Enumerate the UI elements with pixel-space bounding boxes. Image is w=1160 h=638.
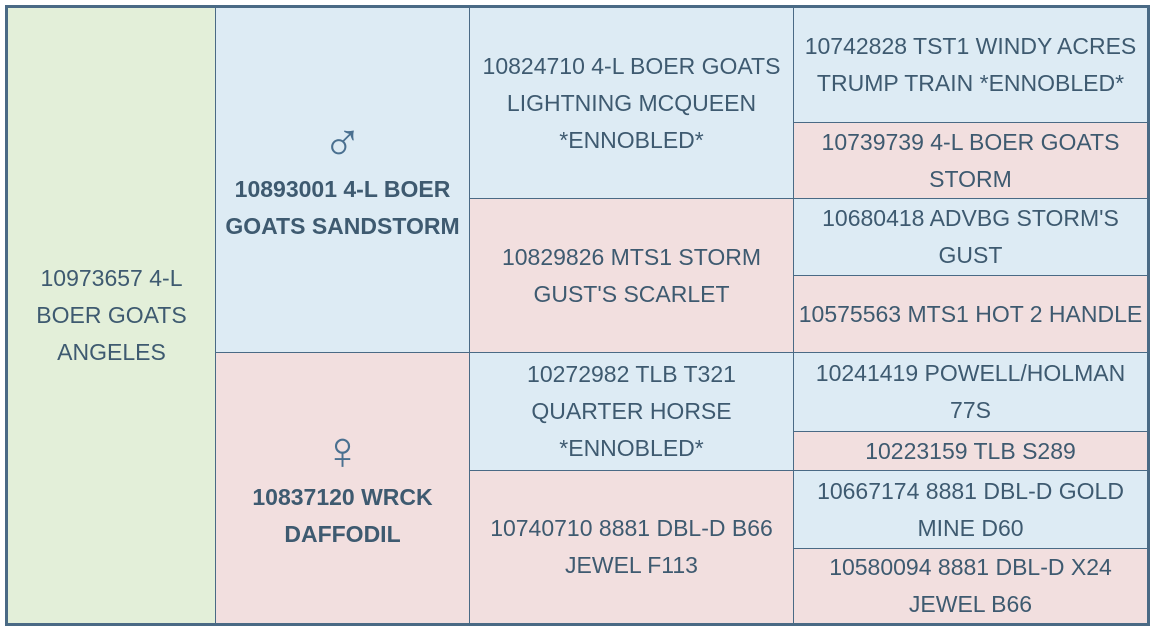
sire-name: 10893001 4-L BOER GOATS SANDSTORM (225, 176, 460, 239)
great-grandparent-name: 10739739 4-L BOER GOATS STORM (821, 128, 1120, 192)
great-grandparent-cell: 10223159 TLB S289 (793, 431, 1148, 471)
grandparent-name: 10824710 4-L BOER GOATS LIGHTNING MCQUEE… (482, 52, 781, 153)
great-grandparent-name: 10667174 8881 DBL-D GOLD MINE D60 (817, 477, 1124, 541)
grandparent-cell: 10740710 8881 DBL-D B66 JEWEL F113 (469, 470, 794, 624)
great-grandparent-name: 10580094 8881 DBL-D X24 JEWEL B66 (829, 554, 1112, 617)
sire-cell: ♂ 10893001 4-L BOER GOATS SANDSTORM (215, 7, 470, 353)
great-grandparent-name: 10742828 TST1 WINDY ACRES TRUMP TRAIN *E… (804, 33, 1137, 96)
grandparent-cell: 10272982 TLB T321 QUARTER HORSE *ENNOBLE… (469, 352, 794, 471)
great-grandparent-cell: 10667174 8881 DBL-D GOLD MINE D60 (793, 470, 1148, 549)
animal-cell: 10973657 4-L BOER GOATS ANGELES (7, 7, 216, 624)
female-symbol: ♀ (322, 421, 363, 481)
great-grandparent-name: 10223159 TLB S289 (865, 437, 1076, 464)
great-grandparent-name: 10575563 MTS1 HOT 2 HANDLE (798, 300, 1143, 327)
grandparent-cell: 10824710 4-L BOER GOATS LIGHTNING MCQUEE… (469, 7, 794, 199)
great-grandparent-name: 10680418 ADVBG STORM'S GUST (822, 205, 1119, 268)
great-grandparent-name: 10241419 POWELL/HOLMAN 77S (815, 360, 1126, 423)
pedigree: 10973657 4-L BOER GOATS ANGELES ♂ 1089300… (5, 5, 1150, 626)
great-grandparent-cell: 10739739 4-L BOER GOATS STORM (793, 122, 1148, 199)
great-grandparent-cell: 10241419 POWELL/HOLMAN 77S (793, 352, 1148, 432)
grandparent-name: 10829826 MTS1 STORM GUST'S SCARLET (501, 243, 762, 307)
grandparent-cell: 10829826 MTS1 STORM GUST'S SCARLET (469, 198, 794, 353)
great-grandparent-cell: 10680418 ADVBG STORM'S GUST (793, 198, 1148, 276)
grandparent-name: 10740710 8881 DBL-D B66 JEWEL F113 (490, 515, 773, 578)
male-symbol: ♂ (322, 113, 363, 173)
grandparent-name: 10272982 TLB T321 QUARTER HORSE *ENNOBLE… (527, 361, 736, 461)
animal-name: 10973657 4-L BOER GOATS ANGELES (36, 265, 187, 365)
great-grandparent-cell: 10580094 8881 DBL-D X24 JEWEL B66 (793, 548, 1148, 624)
great-grandparent-cell: 10742828 TST1 WINDY ACRES TRUMP TRAIN *E… (793, 7, 1148, 123)
dam-cell: ♀ 10837120 WRCK DAFFODIL (215, 352, 470, 624)
dam-name: 10837120 WRCK DAFFODIL (252, 484, 433, 547)
great-grandparent-cell: 10575563 MTS1 HOT 2 HANDLE (793, 275, 1148, 353)
